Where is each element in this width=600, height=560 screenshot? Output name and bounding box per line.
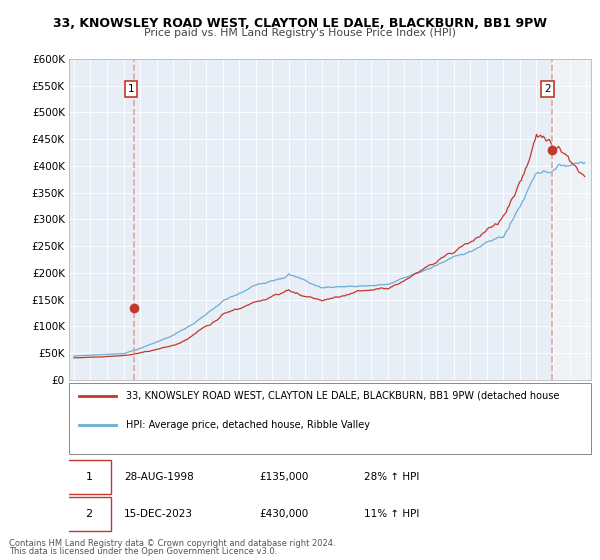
- Text: £430,000: £430,000: [260, 509, 309, 519]
- Text: 15-DEC-2023: 15-DEC-2023: [124, 509, 193, 519]
- Text: 2: 2: [544, 85, 551, 94]
- Text: 28% ↑ HPI: 28% ↑ HPI: [364, 472, 419, 482]
- Text: 1: 1: [85, 472, 92, 482]
- Text: £135,000: £135,000: [260, 472, 309, 482]
- Text: 33, KNOWSLEY ROAD WEST, CLAYTON LE DALE, BLACKBURN, BB1 9PW: 33, KNOWSLEY ROAD WEST, CLAYTON LE DALE,…: [53, 17, 547, 30]
- FancyBboxPatch shape: [69, 383, 591, 454]
- FancyBboxPatch shape: [67, 497, 111, 531]
- Text: Price paid vs. HM Land Registry's House Price Index (HPI): Price paid vs. HM Land Registry's House …: [144, 28, 456, 38]
- Text: 2: 2: [85, 509, 92, 519]
- Text: 28-AUG-1998: 28-AUG-1998: [124, 472, 194, 482]
- Text: 11% ↑ HPI: 11% ↑ HPI: [364, 509, 419, 519]
- Text: 33, KNOWSLEY ROAD WEST, CLAYTON LE DALE, BLACKBURN, BB1 9PW (detached house: 33, KNOWSLEY ROAD WEST, CLAYTON LE DALE,…: [127, 391, 560, 401]
- Text: This data is licensed under the Open Government Licence v3.0.: This data is licensed under the Open Gov…: [9, 548, 277, 557]
- FancyBboxPatch shape: [67, 460, 111, 494]
- Text: 1: 1: [128, 85, 134, 94]
- Text: HPI: Average price, detached house, Ribble Valley: HPI: Average price, detached house, Ribb…: [127, 420, 370, 430]
- Text: Contains HM Land Registry data © Crown copyright and database right 2024.: Contains HM Land Registry data © Crown c…: [9, 539, 335, 548]
- Bar: [553, 59, 591, 380]
